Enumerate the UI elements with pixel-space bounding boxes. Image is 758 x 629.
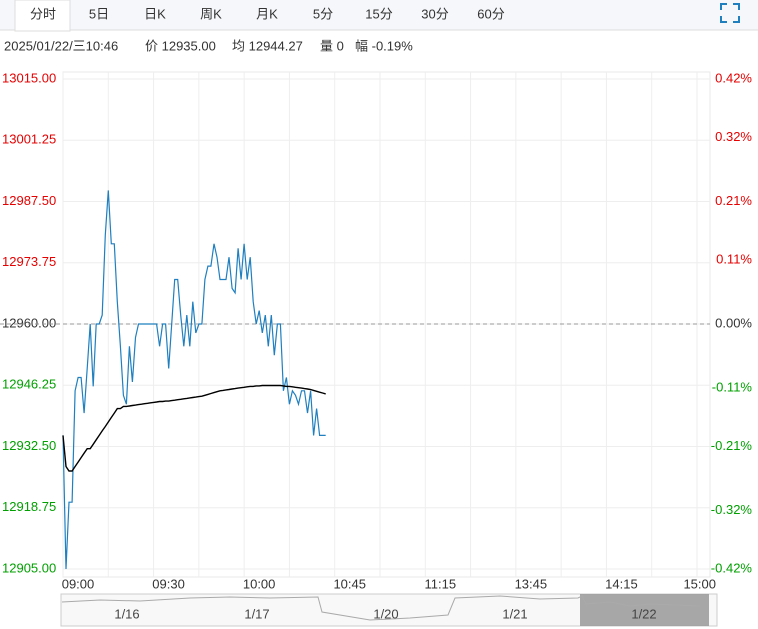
tab[interactable]: 日K — [144, 6, 166, 21]
info-item: 均 12944.27 — [232, 38, 303, 53]
x-tick-label: 11:15 — [424, 576, 456, 591]
y-tick-label: 13015.00 — [2, 70, 56, 85]
navigator-label: 1/17 — [244, 606, 269, 621]
tab-bar — [0, 0, 758, 30]
y-tick-label: 12905.00 — [2, 560, 56, 575]
navigator-label: 1/22 — [631, 606, 656, 621]
info-item: 量 0 — [320, 38, 344, 53]
tab[interactable]: 15分 — [365, 6, 392, 21]
x-tick-label: 09:30 — [152, 576, 185, 591]
navigator-label: 1/20 — [373, 606, 398, 621]
expand-icon[interactable] — [720, 3, 740, 23]
x-tick-label: 10:45 — [333, 576, 366, 591]
tab[interactable]: 5日 — [89, 6, 109, 21]
tab[interactable]: 分时 — [30, 6, 56, 21]
tab[interactable]: 60分 — [477, 6, 504, 21]
x-tick-label: 09:00 — [62, 576, 95, 591]
y2-tick-label: 0.11% — [716, 251, 752, 266]
y2-tick-label: 0.00% — [715, 315, 752, 330]
y2-tick-label: -0.11% — [712, 380, 753, 395]
x-tick-label: 10:00 — [243, 576, 276, 591]
info-item: 价 12935.00 — [145, 38, 216, 53]
x-tick-label: 14:15 — [605, 576, 638, 591]
series-line — [62, 190, 326, 570]
y2-tick-label: 0.42% — [715, 70, 752, 85]
y2-tick-label: -0.32% — [711, 502, 753, 517]
info-item: 幅 -0.19% — [355, 38, 413, 53]
y-tick-label: 12932.50 — [2, 438, 56, 453]
y-tick-label: 12946.25 — [2, 377, 56, 392]
tab[interactable]: 月K — [256, 6, 278, 21]
tab[interactable]: 30分 — [421, 6, 448, 21]
navigator — [60, 593, 718, 627]
tab[interactable]: 周K — [200, 6, 222, 21]
navigator-label: 1/21 — [502, 606, 527, 621]
series-line — [62, 384, 326, 472]
y-tick-label: 12918.75 — [2, 499, 56, 514]
y2-tick-label: -0.42% — [711, 560, 753, 575]
navigator-label: 1/16 — [114, 606, 139, 621]
y-tick-label: 12987.50 — [2, 193, 56, 208]
y-tick-label: 12973.75 — [2, 254, 56, 269]
y-tick-label: 13001.25 — [2, 132, 56, 147]
y2-tick-label: 0.32% — [715, 129, 752, 144]
y-tick-label: 12960.00 — [2, 315, 56, 330]
x-tick-label: 13:45 — [515, 576, 548, 591]
y2-tick-label: -0.21% — [711, 438, 753, 453]
x-tick-label: 15:00 — [683, 576, 716, 591]
tab[interactable]: 5分 — [313, 6, 333, 21]
info-item: 2025/01/22/三10:46 — [4, 38, 118, 53]
y2-tick-label: 0.21% — [715, 193, 752, 208]
active-tab-bg — [14, 0, 71, 32]
